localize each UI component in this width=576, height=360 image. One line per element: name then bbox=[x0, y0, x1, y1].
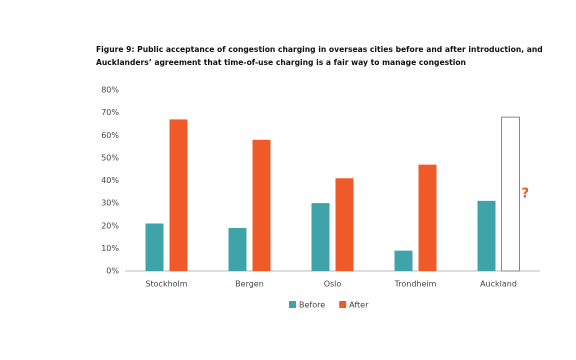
bar bbox=[228, 228, 247, 271]
x-tick-label: Auckland bbox=[480, 280, 517, 289]
x-tick-label: Bergen bbox=[235, 280, 264, 289]
bar bbox=[311, 203, 330, 271]
bar bbox=[394, 250, 413, 271]
y-tick-label: 30% bbox=[101, 199, 119, 208]
x-tick-label: Oslo bbox=[324, 280, 342, 289]
bar bbox=[335, 178, 354, 271]
y-tick-label: 10% bbox=[101, 244, 119, 253]
y-tick-label: 80% bbox=[101, 86, 119, 95]
chart-title: Aucklanders’ agreement that time-of-use … bbox=[96, 58, 466, 67]
legend-swatch bbox=[339, 301, 347, 308]
y-tick-label: 70% bbox=[101, 108, 119, 117]
legend-label: After bbox=[349, 301, 369, 310]
y-tick-label: 60% bbox=[101, 131, 119, 140]
bar bbox=[252, 139, 271, 271]
legend-label: Before bbox=[299, 301, 325, 310]
y-tick-label: 0% bbox=[106, 267, 119, 276]
bar bbox=[477, 200, 496, 271]
bar bbox=[145, 223, 164, 271]
placeholder-bar bbox=[501, 116, 520, 272]
y-tick-label: 40% bbox=[101, 176, 119, 185]
x-tick-label: Trondheim bbox=[394, 280, 437, 289]
annotation: ? bbox=[522, 187, 530, 202]
y-tick-label: 20% bbox=[101, 221, 119, 230]
legend-swatch bbox=[289, 301, 296, 308]
y-tick-label: 50% bbox=[101, 153, 119, 162]
x-tick-label: Stockholm bbox=[145, 280, 187, 289]
bar bbox=[169, 119, 188, 271]
chart-title: Figure 9: Public acceptance of congestio… bbox=[96, 45, 543, 54]
bar bbox=[418, 164, 437, 271]
